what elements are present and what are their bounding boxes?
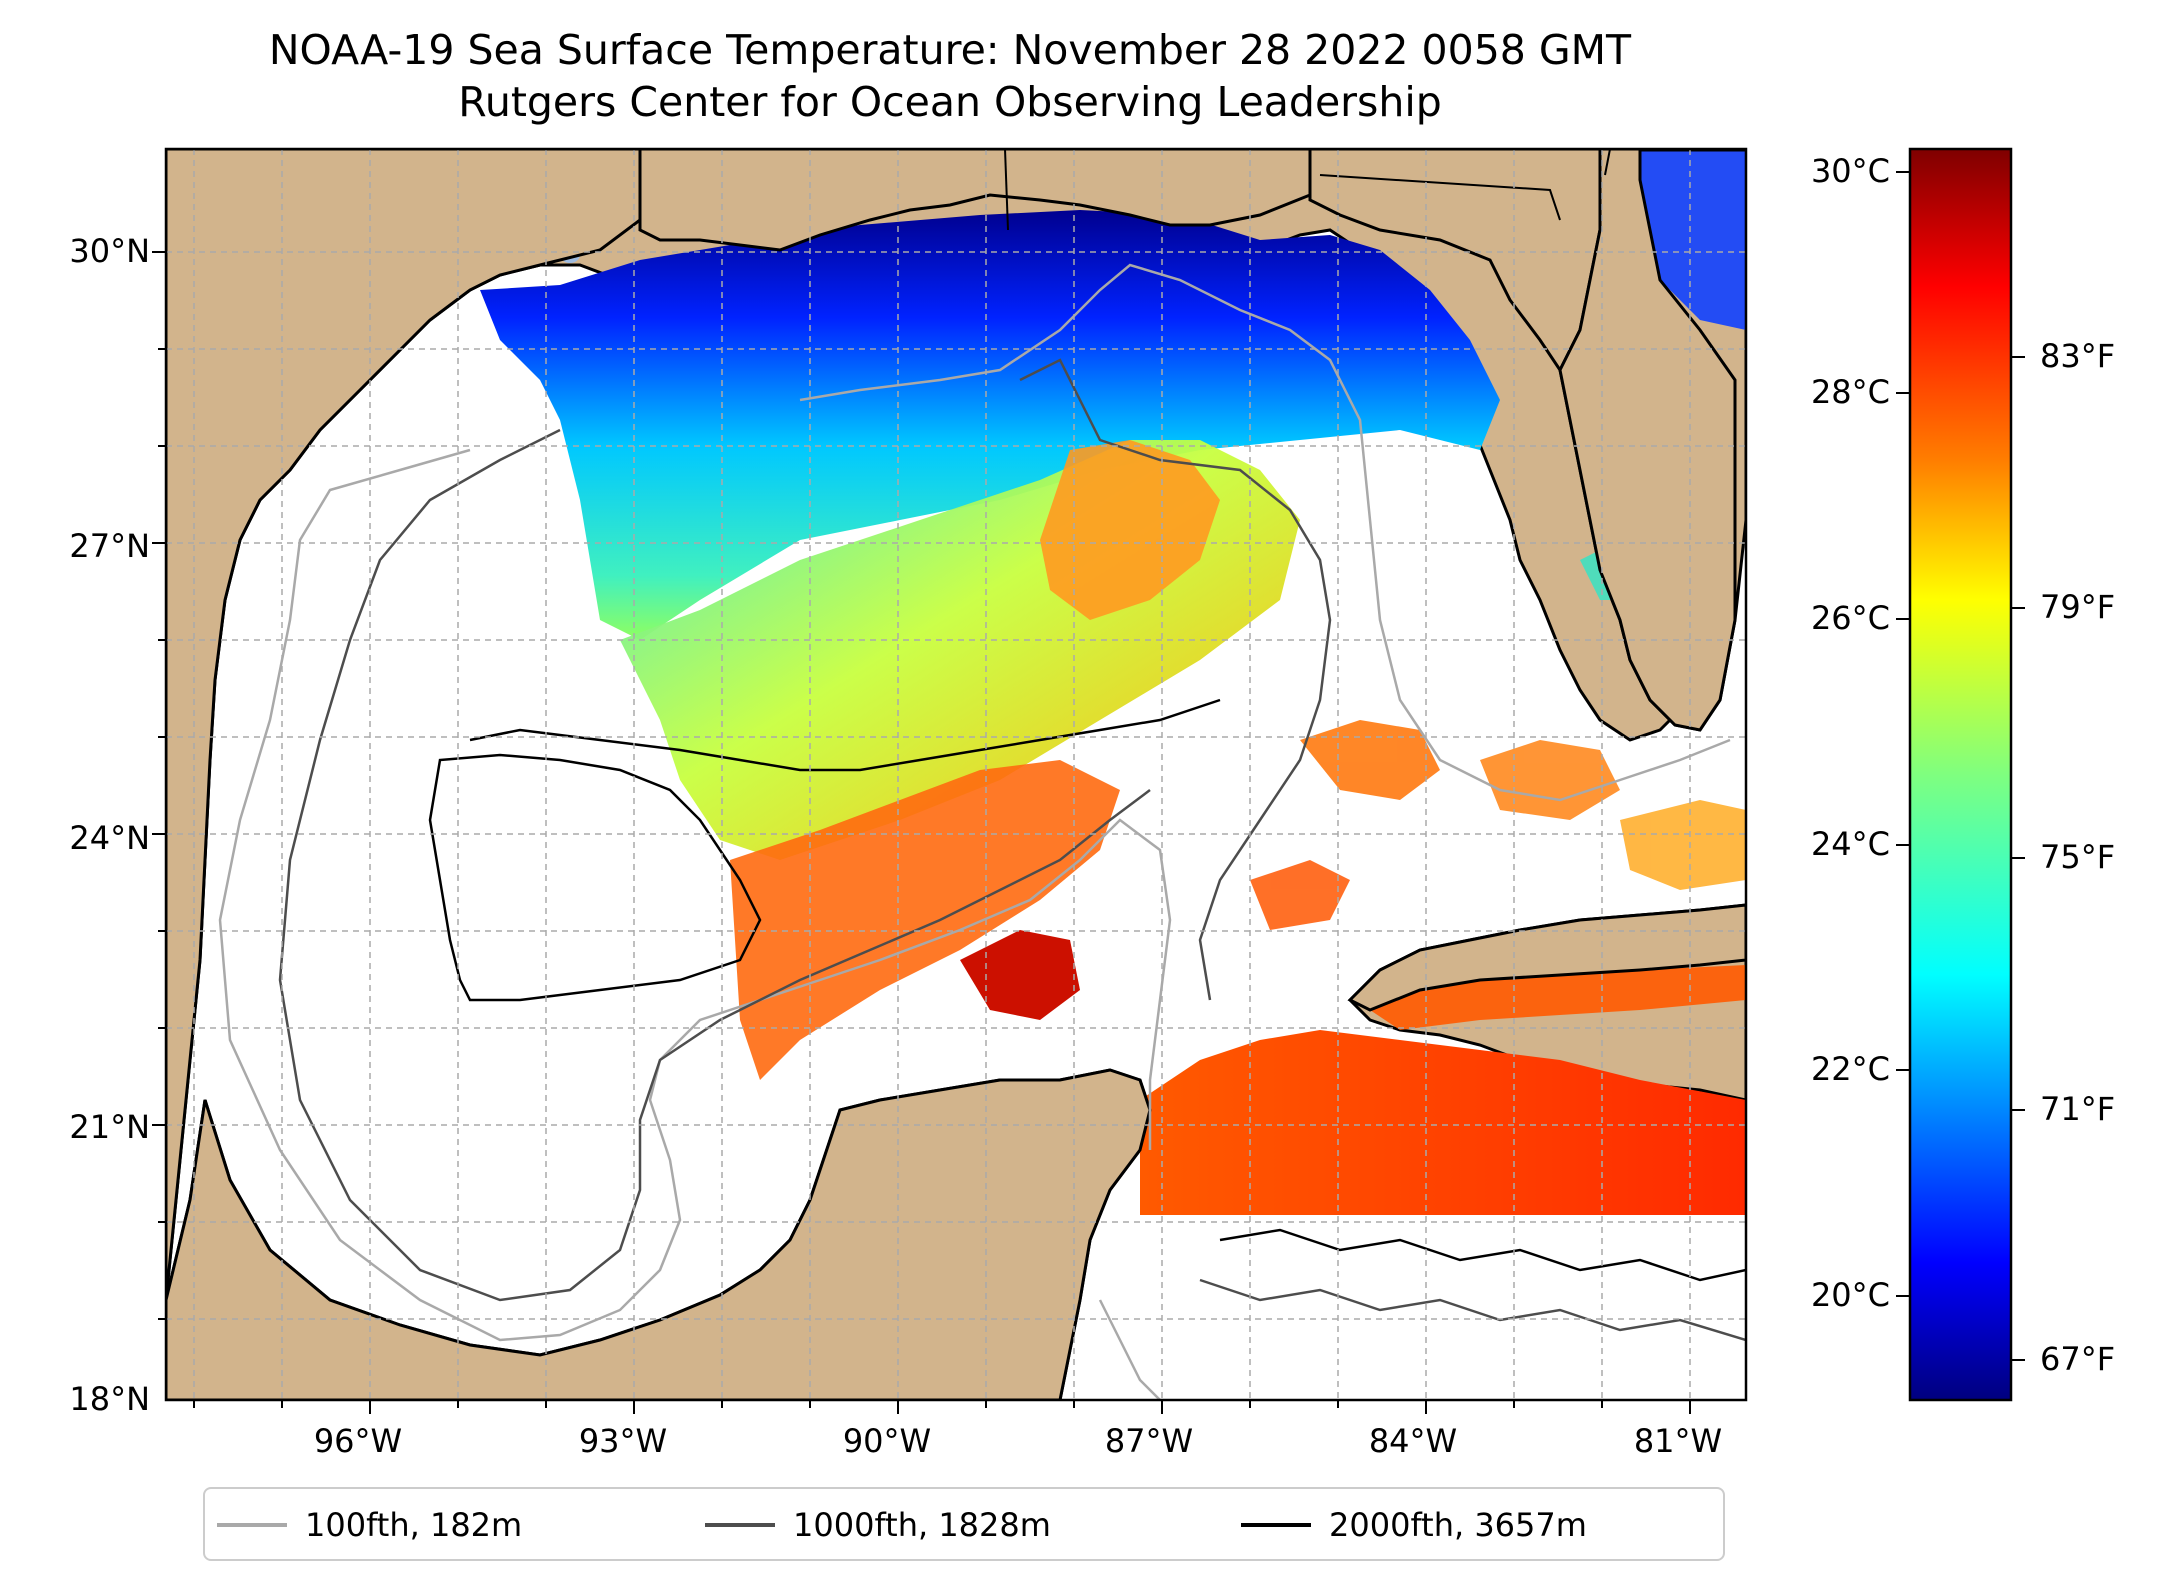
cb-tick-67f: 67°F	[2040, 1340, 2116, 1378]
sst-atlantic-patch	[1620, 149, 1746, 330]
legend-label: 1000fth, 1828m	[793, 1506, 1051, 1544]
cb-tick-26c: 26°C	[1810, 599, 1890, 637]
contour-1000fth	[278, 428, 1151, 1302]
legend-item-100fth: 100fth, 182m	[217, 1501, 522, 1549]
sst-dark-red-patch	[960, 930, 1080, 1020]
map-title: NOAA-19 Sea Surface Temperature: Novembe…	[268, 26, 1632, 74]
cb-tick-30c: 30°C	[1810, 152, 1890, 190]
lon-tick-81w: 81°W	[1633, 1422, 1723, 1460]
lat-tick-30n: 30°N	[69, 232, 150, 270]
cb-tick-20c: 20°C	[1810, 1276, 1890, 1314]
contour-1000fth-south	[1199, 1278, 1746, 1342]
legend-label: 100fth, 182m	[305, 1506, 523, 1544]
sst-north-band	[480, 210, 1500, 640]
lon-tick-96w: 96°W	[313, 1422, 403, 1460]
cb-tick-71f: 71°F	[2040, 1090, 2116, 1128]
cb-tick-75f: 75°F	[2040, 838, 2116, 876]
cb-tick-28c: 28°C	[1810, 373, 1890, 411]
contour-100fth-north	[799, 263, 1731, 802]
sst-caribbean-band	[1140, 1030, 1746, 1215]
legend-label: 2000fth, 3657m	[1329, 1506, 1587, 1544]
state-borders	[1004, 149, 1611, 231]
lat-tick-18n: 18°N	[69, 1380, 150, 1418]
lon-tick-90w: 90°W	[842, 1422, 932, 1460]
sst-warm-patch	[1040, 440, 1220, 620]
lon-tick-87w: 87°W	[1104, 1422, 1194, 1460]
contour-2000fth-loop	[428, 753, 762, 1002]
cb-tick-83f: 83°F	[2040, 337, 2116, 375]
cb-tick-79f: 79°F	[2040, 588, 2116, 626]
lat-tick-27n: 27°N	[69, 527, 150, 565]
contour-2000fth	[469, 698, 1221, 772]
map-subtitle: Rutgers Center for Ocean Observing Leade…	[458, 78, 1442, 126]
lat-tick-24n: 24°N	[69, 819, 150, 857]
land-overlay	[166, 149, 1746, 1400]
contour-100fth-south	[1098, 1299, 1161, 1400]
map-tick-marks	[152, 251, 1691, 1414]
contour-1000fth-east	[1019, 358, 1332, 1001]
sst-cuba-north-band	[1370, 965, 1746, 1030]
legend-line-icon	[1241, 1523, 1311, 1527]
map-area	[166, 149, 1746, 1400]
sst-southcentral-band	[730, 760, 1120, 1080]
legend-item-1000fth: 1000fth, 1828m	[705, 1501, 1051, 1549]
lon-tick-84w: 84°W	[1368, 1422, 1458, 1460]
contour-legend: 100fth, 182m 1000fth, 1828m 2000fth, 365…	[203, 1487, 1725, 1561]
cb-tick-22c: 22°C	[1810, 1050, 1890, 1088]
legend-line-icon	[705, 1523, 775, 1527]
colorbar	[1908, 147, 2013, 1402]
contour-2000fth-south	[1219, 1228, 1746, 1282]
legend-item-2000fth: 2000fth, 3657m	[1241, 1501, 1587, 1549]
map-frame	[164, 147, 1748, 1402]
lon-tick-93w: 93°W	[578, 1422, 668, 1460]
lat-tick-21n: 21°N	[69, 1108, 150, 1146]
cb-tick-24c: 24°C	[1810, 825, 1890, 863]
colorbar-tick-marks	[1896, 171, 2025, 1361]
legend-line-icon	[217, 1523, 287, 1527]
bathymetry-contours	[218, 263, 1746, 1400]
